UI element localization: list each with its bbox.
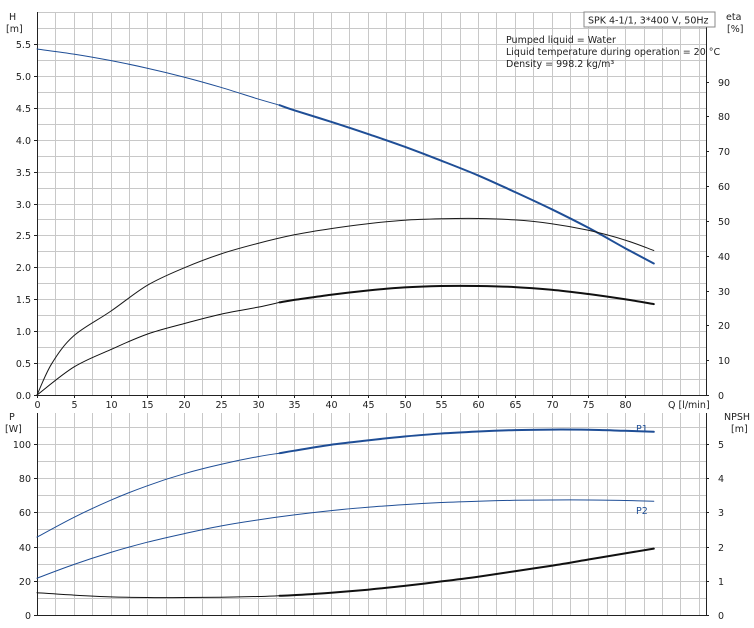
- eta-total-curve-thin: [36, 301, 281, 396]
- note-liquid-temperature: Liquid temperature during operation = 20…: [506, 47, 721, 58]
- eta-tick-label: 90: [718, 78, 730, 89]
- curve-layer: [36, 48, 655, 599]
- q-tick-label: 25: [215, 400, 227, 411]
- eta-axis-label: eta: [726, 12, 741, 23]
- h-tick-label: 5.0: [16, 72, 31, 83]
- npsh-axis-label: NPSH: [724, 412, 750, 423]
- q-tick-label: 5: [71, 400, 77, 411]
- h-tick-label: 0.5: [16, 359, 31, 370]
- h-tick-label: 0.0: [16, 391, 31, 402]
- h-axis-label: H: [9, 12, 16, 23]
- p-tick-label: 0: [25, 611, 31, 622]
- q-tick-label: 50: [399, 400, 411, 411]
- p-tick-label: 80: [19, 474, 31, 485]
- npsh-tick-label: 5: [718, 440, 724, 451]
- p-axis-unit: [W]: [5, 424, 22, 435]
- p-tick-label: 100: [13, 440, 31, 451]
- eta-tick-label: 70: [718, 147, 730, 158]
- grid-layer: [37, 12, 706, 616]
- q-tick-label: 10: [105, 400, 117, 411]
- q-tick-label: 60: [472, 400, 484, 411]
- h-tick-label: 1.0: [16, 327, 31, 338]
- q-axis-label: Q [l/min]: [668, 400, 710, 411]
- series-label-p1: P1: [636, 424, 648, 435]
- note-pumped-liquid: Pumped liquid = Water: [506, 35, 616, 46]
- q-tick-label: 65: [509, 400, 521, 411]
- npsh-tick-label: 0: [718, 611, 724, 622]
- npsh-tick-label: 2: [718, 543, 724, 554]
- q-tick-label: 35: [288, 400, 300, 411]
- h-tick-label: 2.0: [16, 263, 31, 274]
- eta-pump-curve-thin: [36, 217, 655, 396]
- q-tick-label: 0: [34, 400, 40, 411]
- p2-power-curve-thin: [36, 499, 655, 579]
- eta-axis-unit: [%]: [727, 24, 743, 35]
- p-tick-label: 60: [19, 508, 31, 519]
- npsh-curve-thin: [36, 592, 281, 599]
- h-axis-unit: [m]: [6, 24, 23, 35]
- npsh-tick-label: 3: [718, 508, 724, 519]
- eta-tick-label: 30: [718, 287, 730, 298]
- eta-tick-label: 10: [718, 356, 730, 367]
- p-tick-label: 20: [19, 577, 31, 588]
- eta-tick-label: 0: [718, 391, 724, 402]
- h-tick-label: 2.5: [16, 231, 31, 242]
- eta-tick-label: 60: [718, 182, 730, 193]
- head-curve-thin: [36, 48, 281, 106]
- h-tick-label: 4.0: [16, 136, 31, 147]
- h-tick-label: 3.5: [16, 168, 31, 179]
- pump-model-box: [583, 11, 716, 28]
- h-tick-label: 3.0: [16, 200, 31, 211]
- p-tick-label: 40: [19, 543, 31, 554]
- npsh-tick-label: 4: [718, 474, 724, 485]
- eta-tick-label: 50: [718, 217, 730, 228]
- eta-tick-label: 80: [718, 112, 730, 123]
- npsh-curve-bold: [278, 547, 655, 597]
- h-tick-label: 1.5: [16, 295, 31, 306]
- npsh-axis-unit: [m]: [731, 424, 748, 435]
- h-tick-label: 5.5: [16, 40, 31, 51]
- head-curve-bold: [278, 104, 655, 265]
- eta-tick-label: 40: [718, 252, 730, 263]
- q-tick-label: 15: [141, 400, 153, 411]
- q-tick-label: 30: [252, 400, 264, 411]
- q-tick-label: 70: [546, 400, 558, 411]
- p-axis-label: P: [9, 412, 15, 423]
- h-tick-label: 4.5: [16, 104, 31, 115]
- series-label-p2: P2: [636, 506, 648, 517]
- p1-power-curve-bold: [278, 428, 655, 455]
- note-density: Density = 998.2 kg/m³: [506, 59, 614, 70]
- q-tick-label: 80: [619, 400, 631, 411]
- eta-tick-label: 20: [718, 321, 730, 332]
- pump-model-label: SPK 4-1/1, 3*400 V, 50Hz: [588, 16, 709, 27]
- npsh-tick-label: 1: [718, 577, 724, 588]
- q-tick-label: 45: [362, 400, 374, 411]
- axis-layer: 0.00.51.01.52.02.53.03.54.04.55.05.50102…: [13, 12, 730, 622]
- q-tick-label: 40: [325, 400, 337, 411]
- eta-total-curve-bold: [278, 284, 655, 306]
- q-tick-label: 20: [178, 400, 190, 411]
- p1-power-curve-thin: [36, 452, 281, 538]
- q-tick-label: 55: [435, 400, 447, 411]
- q-tick-label: 75: [582, 400, 594, 411]
